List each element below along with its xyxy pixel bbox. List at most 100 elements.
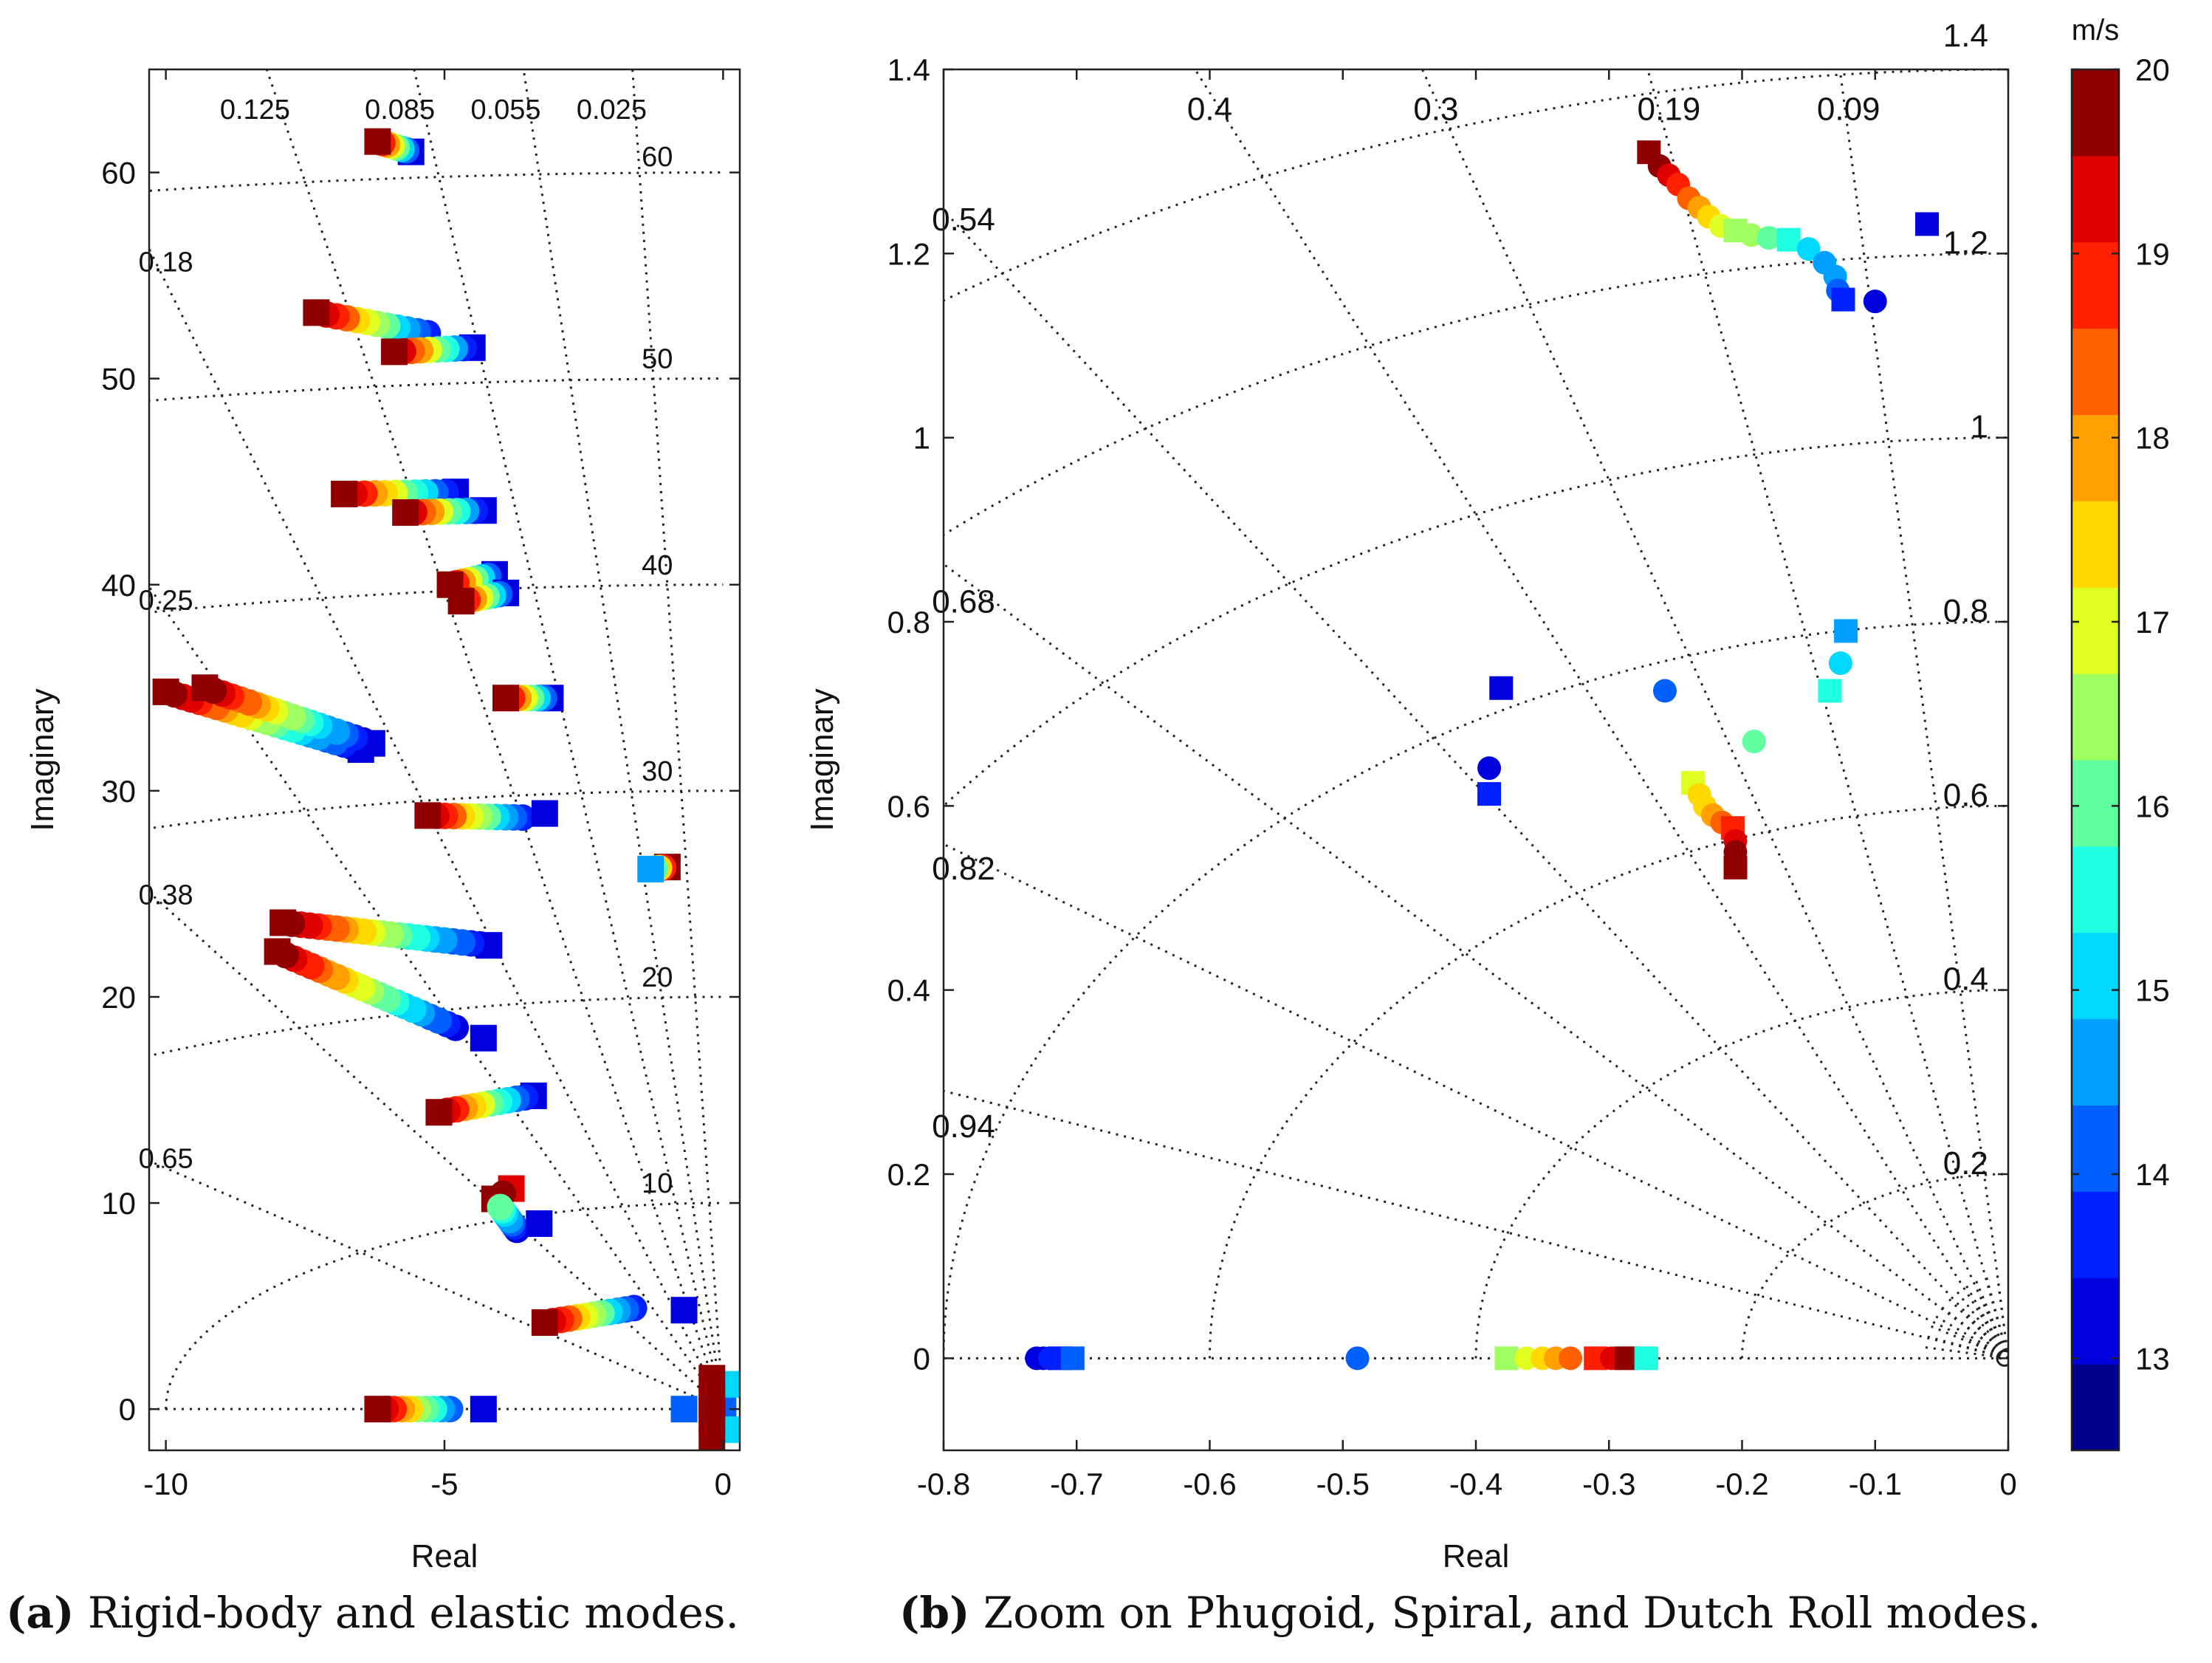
damping-label: 0.65 bbox=[139, 1144, 193, 1175]
data-point-square bbox=[1818, 679, 1842, 703]
frequency-arc bbox=[944, 436, 2008, 808]
data-point-circle bbox=[1863, 289, 1887, 314]
data-point-square bbox=[1915, 212, 1940, 236]
frequency-label: 0.4 bbox=[1943, 961, 1988, 998]
frequency-label: 60 bbox=[642, 142, 673, 173]
colorbar-band bbox=[2072, 1018, 2119, 1105]
data-point-square bbox=[447, 588, 475, 615]
data-point-square bbox=[381, 338, 408, 366]
y-tick-label: 0.6 bbox=[887, 789, 930, 823]
y-tick-label: 0 bbox=[913, 1341, 930, 1376]
data-point-square bbox=[470, 1024, 497, 1052]
damping-ray bbox=[1926, 1323, 2008, 1359]
x-tick-label: -10 bbox=[143, 1467, 188, 1501]
data-point-square bbox=[1494, 1346, 1519, 1371]
damping-label: 0.54 bbox=[932, 202, 995, 238]
damping-ray bbox=[1953, 1287, 2008, 1359]
data-point-square bbox=[414, 802, 442, 829]
markers-a bbox=[152, 128, 740, 1450]
colorbar-tick-label: 16 bbox=[2135, 789, 2170, 823]
damping-label: 0.18 bbox=[139, 247, 193, 278]
y-tick-label: 1.4 bbox=[887, 52, 930, 87]
y-tick-label: 0.2 bbox=[887, 1157, 930, 1192]
x-tick-label: -0.1 bbox=[1849, 1467, 1902, 1501]
caption-b-tag: (b) bbox=[899, 1588, 970, 1638]
data-point-square bbox=[670, 1396, 698, 1423]
damping-label: 0.125 bbox=[220, 95, 290, 126]
data-point-square bbox=[1060, 1346, 1085, 1371]
data-point-square bbox=[492, 685, 520, 712]
data-point-square bbox=[392, 499, 419, 527]
colorbar-band bbox=[2072, 1278, 2119, 1365]
frequency-label: 1 bbox=[1970, 409, 1988, 445]
damping-label: 0.38 bbox=[139, 879, 193, 911]
y-tick-label: 0.8 bbox=[887, 605, 930, 640]
colorbar-band bbox=[2072, 1105, 2119, 1192]
frequency-arc bbox=[944, 69, 2008, 302]
x-axis-label: Real bbox=[411, 1538, 478, 1574]
damping-label: 0.085 bbox=[365, 95, 435, 126]
y-axis-label: Imaginary bbox=[24, 688, 61, 831]
caption-a: (a) Rigid-body and elastic modes. bbox=[6, 1588, 739, 1638]
colorbar-tick-label: 17 bbox=[2135, 605, 2170, 640]
colorbar-band bbox=[2072, 328, 2119, 415]
colorbar-tick-label: 18 bbox=[2135, 421, 2170, 456]
colorbar-band bbox=[2072, 155, 2119, 243]
data-point-circle bbox=[1558, 1346, 1582, 1371]
colorbar-tick-label: 13 bbox=[2135, 1341, 2170, 1376]
y-tick-label: 10 bbox=[101, 1186, 136, 1221]
caption-b: (b) Zoom on Phugoid, Spiral, and Dutch R… bbox=[899, 1588, 2041, 1638]
frequency-arc bbox=[1209, 804, 2008, 1359]
caption-b-text: Zoom on Phugoid, Spiral, and Dutch Roll … bbox=[983, 1588, 2041, 1638]
colorbar-band bbox=[2072, 414, 2119, 501]
data-point-square bbox=[1723, 855, 1748, 879]
data-point-square bbox=[191, 674, 219, 702]
colorbar-band bbox=[2072, 673, 2119, 761]
data-point-square bbox=[1489, 676, 1514, 700]
damping-label: 0.3 bbox=[1413, 92, 1458, 128]
y-tick-label: 20 bbox=[101, 980, 136, 1015]
colorbar-band bbox=[2072, 587, 2119, 674]
frequency-arc bbox=[1474, 989, 2008, 1359]
colorbar-band bbox=[2072, 1191, 2119, 1278]
damping-ray bbox=[1962, 1280, 2008, 1359]
data-point-square bbox=[425, 1099, 453, 1126]
x-tick-label: -0.2 bbox=[1715, 1467, 1768, 1501]
data-point-circle bbox=[487, 1193, 514, 1221]
damping-ray bbox=[944, 563, 2008, 1359]
damping-ray bbox=[1646, 69, 2008, 1359]
colorbar-tick-label: 14 bbox=[2135, 1157, 2170, 1192]
x-tick-label: -0.6 bbox=[1183, 1467, 1236, 1501]
damping-label: 0.94 bbox=[932, 1108, 995, 1145]
y-tick-label: 0.4 bbox=[887, 973, 930, 1008]
frequency-label: 0.2 bbox=[1943, 1145, 1988, 1182]
colorbar-tick-label: 15 bbox=[2135, 973, 2170, 1008]
y-axis-label: Imaginary bbox=[804, 688, 840, 831]
axes-frame bbox=[942, 68, 2010, 1452]
colorbar: 13 14 15 16 17 18 19 20 m/s bbox=[2070, 14, 2170, 1452]
data-point-circle bbox=[1739, 223, 1764, 247]
frequency-label: 20 bbox=[642, 962, 673, 993]
colorbar-band bbox=[2072, 932, 2119, 1020]
x-tick-label: 0 bbox=[1999, 1467, 2016, 1501]
x-tick-label: -0.5 bbox=[1316, 1467, 1370, 1501]
data-point-circle bbox=[1796, 237, 1821, 261]
y-tick-label: 1 bbox=[913, 421, 930, 456]
colorbar-frame bbox=[2070, 68, 2120, 1452]
x-tick-label: -5 bbox=[430, 1467, 458, 1501]
damping-label: 0.025 bbox=[577, 95, 647, 126]
colorbar-band bbox=[2072, 69, 2119, 157]
y-tick-label: 0 bbox=[119, 1392, 136, 1427]
data-point-circle bbox=[1477, 756, 1502, 781]
data-point-square bbox=[303, 299, 330, 326]
damping-ray bbox=[1922, 1334, 2008, 1359]
data-point-circle bbox=[1828, 651, 1852, 676]
x-axis-label: Real bbox=[1443, 1538, 1510, 1574]
data-point-square bbox=[264, 938, 291, 965]
data-point-square bbox=[1776, 227, 1801, 252]
damping-label: 0.4 bbox=[1187, 92, 1232, 128]
x-tick-label: 0 bbox=[715, 1467, 732, 1501]
damping-label: 0.82 bbox=[932, 851, 995, 887]
x-tick-label: -0.7 bbox=[1050, 1467, 1103, 1501]
